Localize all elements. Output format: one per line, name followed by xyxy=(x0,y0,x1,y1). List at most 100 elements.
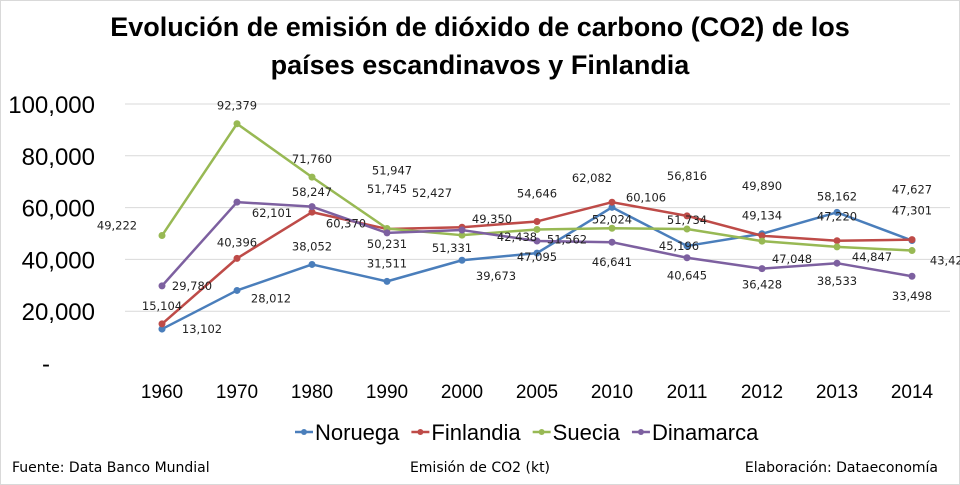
data-label: 60,106 xyxy=(626,190,666,204)
data-point-dinamarca xyxy=(833,259,841,267)
data-point-dinamarca xyxy=(158,282,166,290)
data-label: 49,890 xyxy=(742,179,782,193)
data-label: 49,134 xyxy=(742,209,782,223)
data-label: 50,231 xyxy=(367,237,407,251)
data-label: 62,082 xyxy=(572,171,612,185)
y-tick-label: - xyxy=(42,351,50,378)
data-point-noruega xyxy=(608,203,616,211)
chart-title-line1: Evolución de emisión de dióxido de carbo… xyxy=(110,12,850,42)
data-label: 28,012 xyxy=(251,291,291,305)
x-tick-label: 1970 xyxy=(216,382,258,403)
data-label: 51,734 xyxy=(667,213,707,227)
data-label: 42,438 xyxy=(497,230,537,244)
chart-title-line2: países escandinavos y Finlandia xyxy=(270,50,690,80)
data-label: 51,947 xyxy=(372,163,412,177)
legend-marker-dinamarca xyxy=(637,429,644,435)
footer-source: Fuente: Data Banco Mundial xyxy=(12,460,210,476)
data-label: 52,427 xyxy=(412,186,452,200)
footer-unit: Emisión de CO2 (kt) xyxy=(409,460,551,476)
data-point-dinamarca xyxy=(908,272,916,280)
data-point-suecia xyxy=(683,225,691,233)
data-label: 47,301 xyxy=(892,203,932,217)
data-label: 51,562 xyxy=(547,232,587,246)
data-point-suecia xyxy=(308,173,316,181)
chart-title: Evolución de emisión de dióxido de carbo… xyxy=(0,8,960,84)
y-tick-label: 20,000 xyxy=(22,299,95,326)
data-label: 47,220 xyxy=(817,210,857,224)
data-point-finlandia xyxy=(158,320,166,328)
y-tick-label: 100,000 xyxy=(8,92,95,119)
data-point-finlandia xyxy=(833,237,841,245)
x-tick-label: 1980 xyxy=(291,382,333,403)
x-tick-label: 2005 xyxy=(516,382,558,403)
legend-marker-noruega xyxy=(301,429,307,435)
data-point-finlandia xyxy=(308,208,316,216)
y-tick-label: 40,000 xyxy=(22,247,95,274)
x-tick-label: 2014 xyxy=(891,382,934,403)
legend-marker-finlandia xyxy=(417,429,424,435)
data-label: 62,101 xyxy=(252,206,292,220)
data-point-suecia xyxy=(533,225,541,233)
data-label: 33,498 xyxy=(892,289,932,303)
legend-label-finlandia: Finlandia xyxy=(431,420,521,445)
data-point-suecia xyxy=(608,224,616,232)
data-point-finlandia xyxy=(533,217,541,225)
data-point-dinamarca xyxy=(308,203,316,211)
data-label: 40,645 xyxy=(667,269,707,283)
legend-label-dinamarca: Dinamarca xyxy=(652,420,759,445)
data-point-finlandia xyxy=(908,236,916,244)
footer-credit: Elaboración: Dataeconomía xyxy=(744,460,938,476)
data-point-noruega xyxy=(683,242,691,250)
y-tick-label: 60,000 xyxy=(22,196,95,223)
data-label: 54,646 xyxy=(517,186,557,200)
data-label: 51,745 xyxy=(367,182,407,196)
data-point-finlandia xyxy=(608,198,616,206)
data-label: 38,052 xyxy=(292,239,332,253)
data-label: 56,816 xyxy=(667,169,707,183)
data-label: 39,673 xyxy=(476,269,516,283)
data-point-dinamarca xyxy=(683,254,691,262)
data-point-suecia xyxy=(233,120,241,128)
data-label: 44,847 xyxy=(852,250,892,264)
data-label: 43,421 xyxy=(930,254,960,268)
x-tick-label: 2000 xyxy=(441,382,483,403)
data-point-suecia xyxy=(758,237,766,245)
data-label: 60,370 xyxy=(326,217,366,231)
data-point-suecia xyxy=(833,243,841,251)
data-label: 15,104 xyxy=(142,299,182,313)
data-point-noruega xyxy=(158,325,166,333)
data-label: 49,350 xyxy=(472,212,512,226)
legend-label-noruega: Noruega xyxy=(315,420,400,445)
data-point-noruega xyxy=(458,256,466,264)
data-point-suecia xyxy=(458,231,466,239)
data-label: 92,379 xyxy=(217,99,257,113)
data-label: 45,196 xyxy=(659,239,699,253)
data-label: 49,222 xyxy=(97,219,137,233)
data-label: 36,428 xyxy=(742,278,782,292)
x-tick-label: 2012 xyxy=(741,382,783,403)
data-label: 47,095 xyxy=(517,250,557,264)
data-label: 38,533 xyxy=(817,274,857,288)
data-point-noruega xyxy=(308,260,316,268)
data-point-dinamarca xyxy=(533,237,541,245)
data-label: 13,102 xyxy=(182,322,222,336)
x-tick-label: 1960 xyxy=(141,382,183,403)
x-tick-label: 2013 xyxy=(816,382,858,403)
data-label: 58,162 xyxy=(817,189,857,203)
data-point-noruega xyxy=(383,277,391,285)
data-point-dinamarca xyxy=(233,198,241,206)
data-point-finlandia xyxy=(683,212,691,220)
data-label: 31,511 xyxy=(367,256,407,270)
data-point-finlandia xyxy=(758,232,766,240)
data-point-finlandia xyxy=(233,254,241,262)
data-label: 58,247 xyxy=(292,185,332,199)
data-point-dinamarca xyxy=(458,226,466,234)
data-label: 40,396 xyxy=(217,235,257,249)
x-tick-label: 2011 xyxy=(667,382,708,403)
data-point-noruega xyxy=(833,208,841,216)
data-label: 71,760 xyxy=(292,152,332,166)
data-label: 51,331 xyxy=(432,241,472,255)
data-label: 52,024 xyxy=(592,212,632,226)
data-point-noruega xyxy=(233,286,241,294)
